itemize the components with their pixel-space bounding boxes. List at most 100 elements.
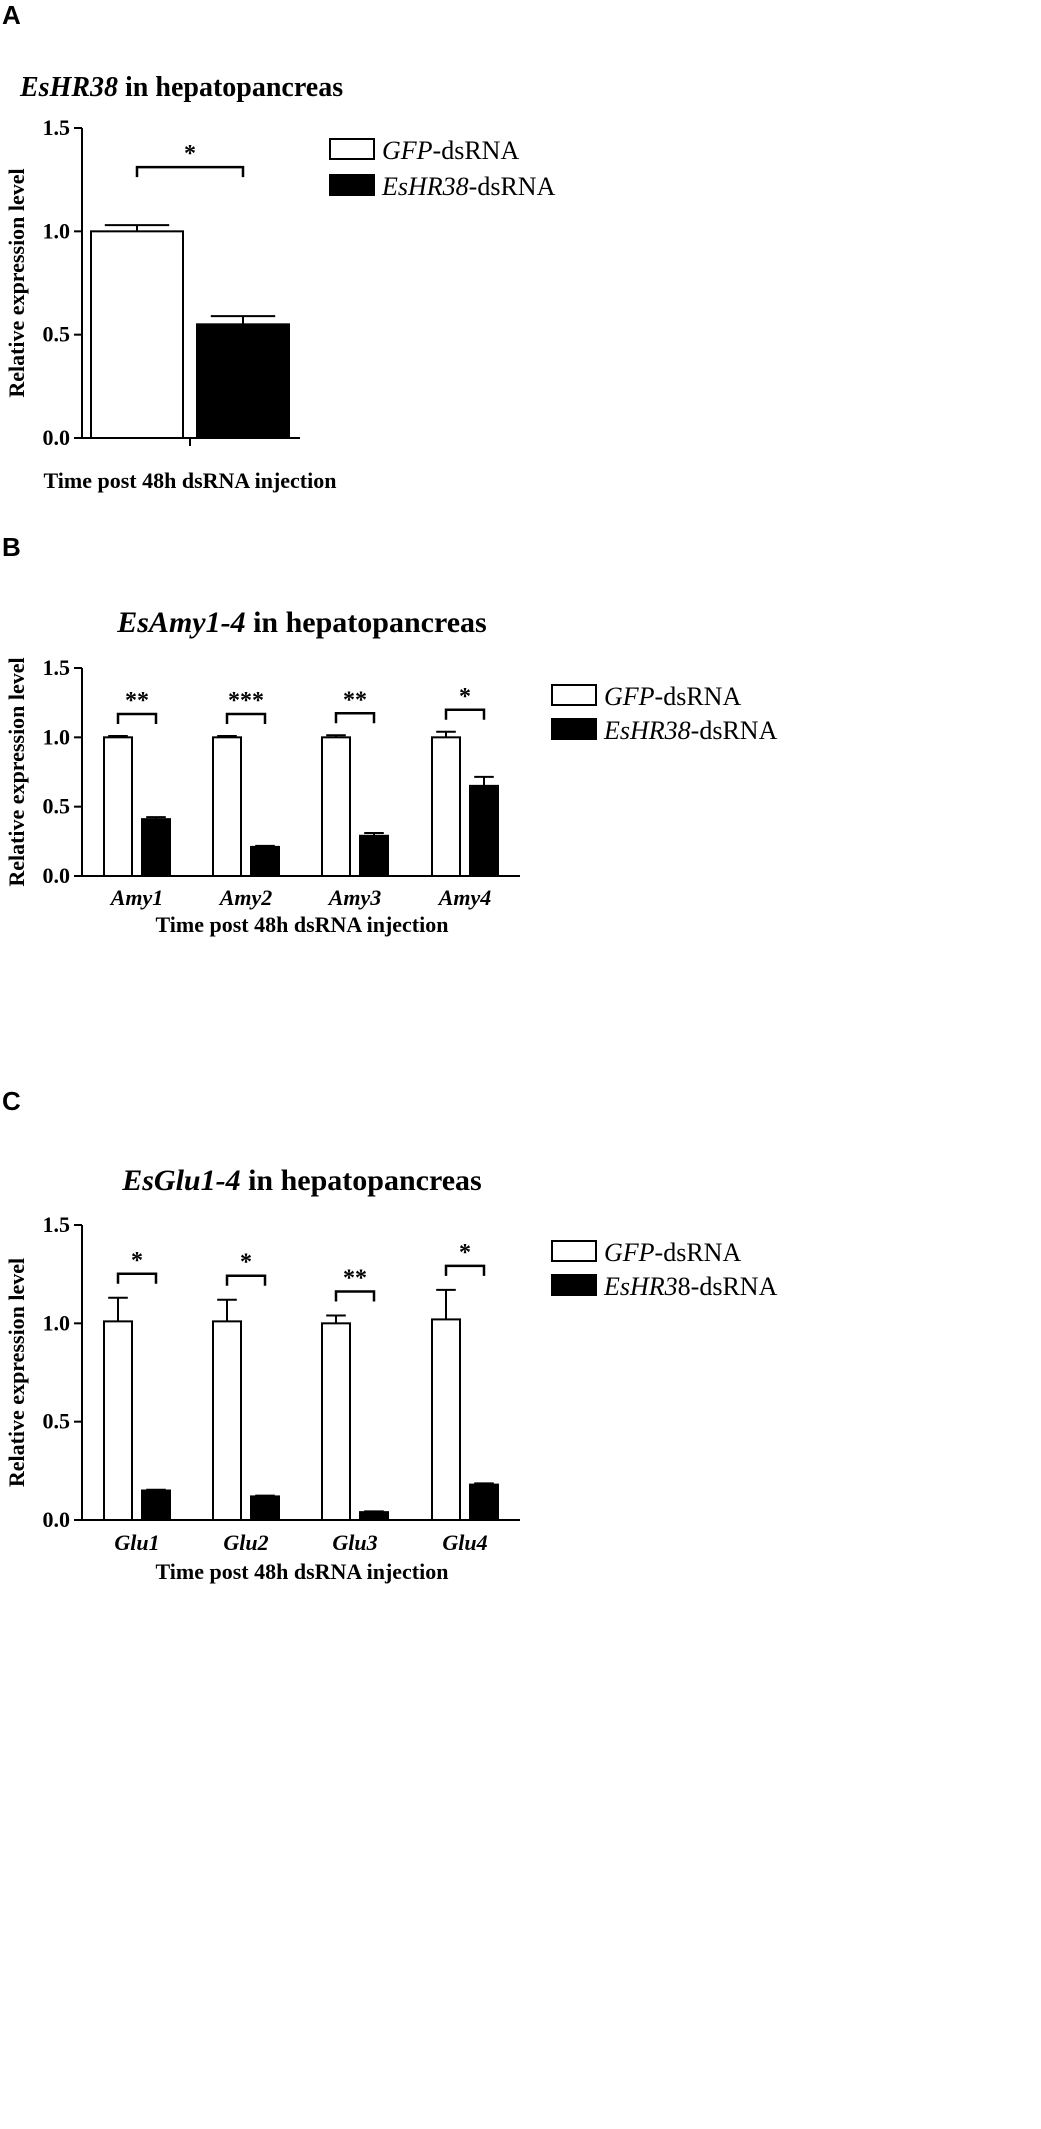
significance-marker: *	[240, 1250, 252, 1276]
y-axis-label: Relative expression level	[4, 1258, 29, 1487]
bar-gfp	[103, 1320, 133, 1522]
chart-title-plain: in hepatopancreas	[118, 72, 343, 103]
y-tick-label: 1.0	[43, 218, 71, 243]
legend-label: EsHR38-dsRNA	[603, 1272, 778, 1301]
significance-marker: **	[343, 1265, 367, 1291]
significance-bracket	[135, 165, 245, 178]
x-category-label: Amy3	[327, 885, 382, 910]
legend-label-italic: EsHR38	[381, 172, 469, 201]
y-axis-label: Relative expression level	[4, 657, 29, 886]
chart-title: EsGlu1-4 in hepatopancreas	[121, 1164, 482, 1197]
y-tick-label: 0.0	[43, 425, 71, 450]
bar-gfp	[431, 1318, 461, 1522]
y-tick-label: 1.0	[43, 724, 71, 749]
significance-marker: **	[125, 688, 149, 714]
x-axis-label: Time post 48h dsRNA injection	[156, 912, 449, 937]
significance-bracket	[334, 712, 376, 724]
x-category-label: Glu1	[114, 1530, 159, 1555]
chart-panel-b: B EsAmy1-4 in hepatopancreas 0.0 0.5 1.0 1.5 R…	[2, 532, 778, 937]
y-tick-label: 0.5	[43, 794, 71, 819]
bar-gfp	[321, 736, 351, 877]
bar-gfp	[212, 736, 242, 877]
panel-letter: B	[2, 532, 21, 562]
chart-title-italic: EsHR38	[19, 72, 118, 103]
legend-label-plain: -dsRNA	[433, 136, 520, 165]
legend-swatch	[551, 684, 597, 706]
y-tick-label: 1.0	[43, 1310, 71, 1335]
bar-eshr38	[359, 834, 389, 878]
significance-bracket	[116, 1272, 158, 1284]
significance-bracket	[116, 712, 158, 724]
y-axis-label: Relative expression level	[4, 168, 29, 397]
chart-title: EsHR38 in hepatopancreas	[19, 72, 343, 103]
significance-bracket	[225, 1274, 267, 1286]
significance-bracket	[225, 712, 267, 724]
significance-marker: *	[459, 1240, 471, 1266]
legend-label: GFP-dsRNA	[382, 136, 519, 165]
legend-swatch	[329, 174, 375, 196]
legend-label-italic: GFP	[604, 682, 655, 711]
legend-label-italic: GFP	[382, 136, 433, 165]
bar-eshr38	[250, 1495, 280, 1522]
bar-gfp	[103, 736, 133, 877]
chart-title-plain: in hepatopancreas	[246, 606, 487, 639]
bar-gfp	[321, 1322, 351, 1522]
bar-eshr38	[196, 323, 290, 440]
significance-bracket	[334, 1290, 376, 1302]
bar-gfp	[431, 736, 461, 877]
significance-bracket	[444, 708, 486, 720]
x-axis-label: Time post 48h dsRNA injection	[44, 468, 337, 493]
x-category-label: Amy1	[109, 885, 164, 910]
x-category-label: Glu3	[332, 1530, 377, 1555]
x-axis-label: Time post 48h dsRNA injection	[156, 1559, 449, 1584]
chart-title-italic: EsGlu1-4	[121, 1164, 240, 1197]
bar-eshr38	[359, 1511, 389, 1521]
x-category-label: Glu4	[442, 1530, 487, 1555]
chart-panel-c: C EsGlu1-4 in hepatopancreas 0.0 0.5 1.0 1.5 R…	[2, 1086, 778, 1584]
panel-letter: A	[2, 0, 21, 30]
significance-marker: **	[343, 687, 367, 713]
significance-marker: *	[184, 141, 196, 167]
y-tick-label: 1.5	[43, 655, 71, 680]
legend-swatch	[551, 1240, 597, 1262]
legend-swatch	[329, 138, 375, 160]
legend-label-plain: -dsRNA	[469, 172, 556, 201]
y-tick-label: 0.0	[43, 1507, 71, 1532]
legend-label-plain: -dsRNA	[655, 682, 742, 711]
panel-letter: C	[2, 1086, 21, 1116]
bar-gfp	[90, 230, 184, 439]
legend-swatch	[551, 1274, 597, 1296]
y-tick-label: 1.5	[43, 115, 71, 140]
bar-eshr38	[141, 818, 171, 877]
x-category-label: Amy2	[218, 885, 273, 910]
x-category-label: Amy4	[437, 885, 492, 910]
bar-gfp	[212, 1320, 242, 1522]
legend-label-italic: EsHR3	[603, 1272, 678, 1301]
chart-panel-a: A EsHR38 in hepatopancreas 0.0 0.5 1.0 1.5 Rel…	[2, 0, 556, 493]
y-tick-label: 0.0	[43, 863, 71, 888]
y-tick-label: 1.5	[43, 1212, 71, 1237]
bar-eshr38	[469, 1483, 499, 1521]
significance-bracket	[444, 1264, 486, 1276]
legend-label-italic: EsHR38	[603, 716, 691, 745]
legend-swatch	[551, 718, 597, 740]
legend-label: GFP-dsRNA	[604, 682, 741, 711]
bar-eshr38	[250, 845, 280, 878]
y-tick-label: 0.5	[43, 1409, 71, 1434]
bar-eshr38	[469, 784, 499, 877]
x-category-label: Glu2	[223, 1530, 268, 1555]
legend-label-plain: -dsRNA	[655, 1238, 742, 1267]
bar-eshr38	[141, 1489, 171, 1521]
legend-label: EsHR38-dsRNA	[381, 172, 556, 201]
legend-label: EsHR38-dsRNA	[603, 716, 778, 745]
legend-label-plain: 8-dsRNA	[678, 1272, 778, 1301]
significance-marker: *	[131, 1248, 143, 1274]
chart-title-italic: EsAmy1-4	[116, 606, 245, 639]
significance-marker: ***	[228, 688, 264, 714]
chart-title: EsAmy1-4 in hepatopancreas	[116, 606, 487, 639]
significance-marker: *	[459, 684, 471, 710]
legend-label: GFP-dsRNA	[604, 1238, 741, 1267]
y-tick-label: 0.5	[43, 322, 71, 347]
chart-title-plain: in hepatopancreas	[241, 1164, 482, 1197]
